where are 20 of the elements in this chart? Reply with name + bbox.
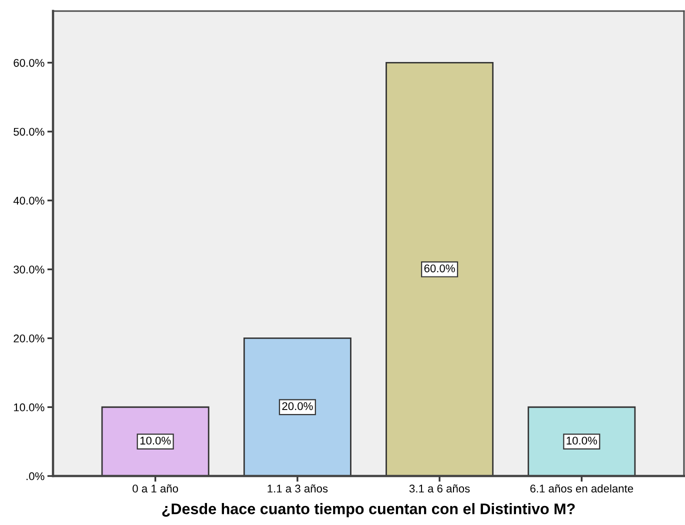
y-tick-label: 50.0% <box>14 128 44 136</box>
bar <box>386 62 494 476</box>
x-tick-label: 3.1 a 6 años <box>409 484 470 493</box>
x-tick-label: 6.1 años en adelante <box>530 484 634 493</box>
y-tick-label: .0% <box>26 472 44 480</box>
y-tick-label: 60.0% <box>14 58 44 67</box>
y-tick-label: 20.0% <box>14 334 44 342</box>
data-label: 10.0% <box>566 436 598 445</box>
y-tick-label: 40.0% <box>13 196 44 205</box>
data-label: 60.0% <box>424 264 455 272</box>
data-label: 20.0% <box>282 402 313 410</box>
bar <box>243 338 352 476</box>
bar <box>101 406 210 476</box>
data-label: 10.0% <box>140 436 171 445</box>
x-tick-label: 1.1 a 3 años <box>268 484 328 493</box>
x-axis-title: ¿Desde hace cuanto tiempo cuentan con el Distintivo M? <box>162 503 575 518</box>
y-tick-label: 10.0% <box>14 403 44 412</box>
x-tick-label: 0 a 1 año <box>132 484 178 493</box>
bar <box>528 406 636 476</box>
y-tick-label: 30.0% <box>14 266 44 274</box>
